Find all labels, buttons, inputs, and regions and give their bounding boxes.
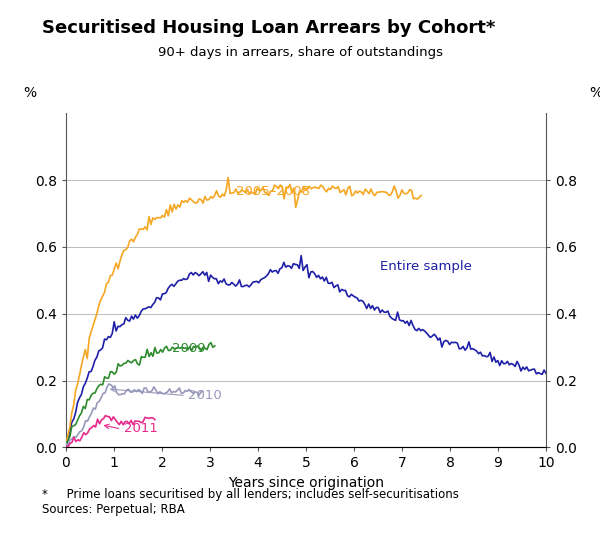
Text: 2011: 2011	[124, 423, 157, 436]
Text: Securitised Housing Loan Arrears by Cohort*: Securitised Housing Loan Arrears by Coho…	[42, 19, 496, 37]
Text: 2010: 2010	[188, 389, 222, 402]
Text: 2005–2008: 2005–2008	[236, 185, 310, 198]
Text: %: %	[589, 86, 600, 100]
X-axis label: Years since origination: Years since origination	[228, 476, 384, 490]
Text: *     Prime loans securitised by all lenders; includes self-securitisations
Sour: * Prime loans securitised by all lenders…	[42, 488, 459, 516]
Text: 2009: 2009	[172, 342, 205, 355]
Text: %: %	[23, 86, 36, 100]
Text: Entire sample: Entire sample	[380, 260, 472, 273]
Text: 90+ days in arrears, share of outstandings: 90+ days in arrears, share of outstandin…	[157, 46, 443, 59]
